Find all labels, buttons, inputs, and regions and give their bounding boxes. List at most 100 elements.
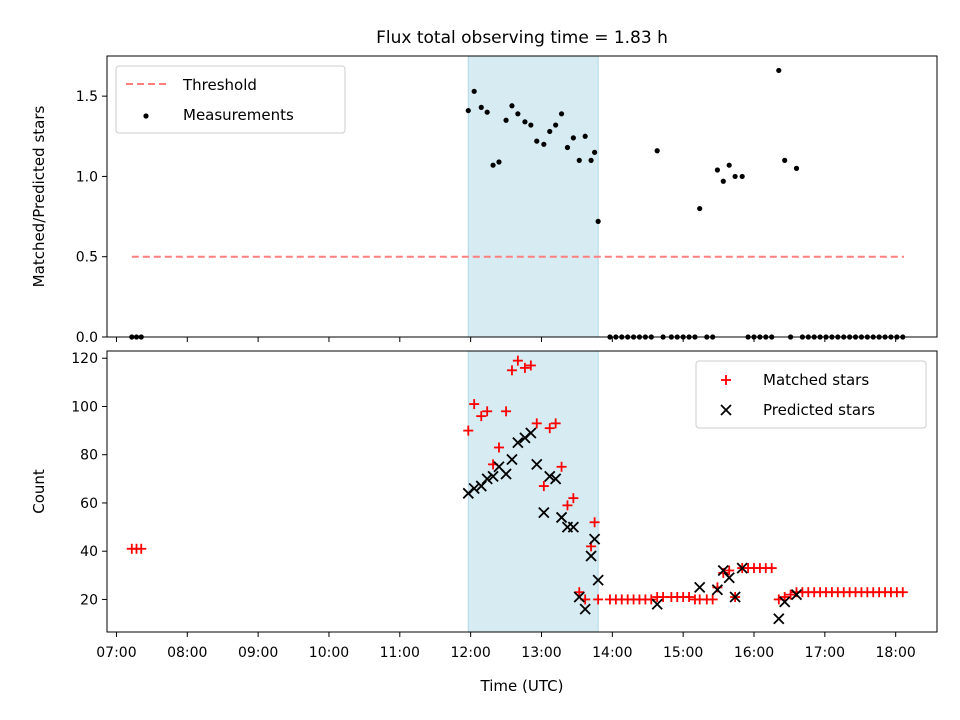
data-point bbox=[493, 442, 504, 453]
data-point-b bbox=[717, 564, 729, 577]
data-point bbox=[475, 480, 487, 492]
data-point bbox=[793, 165, 800, 171]
data-point bbox=[651, 598, 663, 610]
data-point bbox=[732, 173, 738, 180]
data-point bbox=[538, 481, 549, 492]
y-tick-label: 0.5 bbox=[76, 250, 98, 266]
legend-measurements-label: Measurements bbox=[183, 106, 294, 124]
data-point-b bbox=[711, 584, 724, 596]
top-panel: 0.0 0.5 1.0 1.5 Matched/Predicted stars Thres… bbox=[30, 55, 938, 346]
x-tick-label: 14:00 bbox=[592, 645, 632, 661]
data-point-b bbox=[525, 427, 537, 439]
data-point bbox=[550, 473, 562, 485]
axes-frame bbox=[106, 350, 938, 633]
data-point bbox=[500, 468, 512, 480]
legend-box bbox=[115, 65, 346, 134]
legend-measurements-swatch bbox=[143, 113, 149, 119]
data-point bbox=[503, 117, 509, 123]
data-point bbox=[501, 406, 512, 417]
x-tick-label: 10:00 bbox=[309, 645, 349, 661]
x-tick-label: 11:00 bbox=[380, 645, 420, 661]
data-point bbox=[779, 596, 791, 608]
data-point bbox=[782, 157, 788, 163]
data-point bbox=[592, 574, 604, 586]
data-point bbox=[573, 591, 585, 603]
x-tick-label: 17:00 bbox=[805, 645, 845, 661]
y-tick-label: 100 bbox=[71, 399, 98, 415]
data-point bbox=[588, 533, 601, 545]
data-point bbox=[512, 437, 524, 449]
legend-matched-swatch bbox=[721, 375, 731, 385]
data-point bbox=[562, 500, 573, 511]
data-point bbox=[585, 550, 597, 562]
data-point bbox=[779, 592, 790, 603]
data-point-b bbox=[475, 480, 487, 492]
data-point bbox=[512, 355, 523, 366]
data-point-b bbox=[481, 473, 493, 485]
data-point-b bbox=[500, 468, 512, 480]
data-point-b bbox=[506, 453, 518, 466]
data-point bbox=[595, 218, 601, 224]
legend: Threshold Measurements bbox=[115, 65, 346, 134]
data-point bbox=[570, 135, 576, 141]
data-point-b bbox=[573, 591, 585, 603]
x-tick-label: 09:00 bbox=[238, 645, 278, 661]
x-tick-label: 08:00 bbox=[167, 645, 207, 661]
data-point bbox=[550, 418, 561, 429]
data-point-b bbox=[555, 511, 568, 524]
data-point bbox=[724, 565, 735, 576]
data-point bbox=[484, 109, 490, 115]
x-tick-label: 16:00 bbox=[734, 645, 774, 661]
data-point bbox=[490, 162, 496, 168]
data-point bbox=[556, 461, 567, 472]
data-point bbox=[555, 511, 568, 524]
data-point bbox=[528, 122, 534, 128]
bottom-panel: 20 40 60 80 100 120 07:00 08:00 09:00 10:00 11:00 1… bbox=[30, 350, 938, 695]
data-point bbox=[574, 587, 585, 598]
data-point bbox=[773, 613, 785, 625]
data-point-b bbox=[567, 521, 579, 533]
data-point bbox=[465, 107, 471, 114]
data-point bbox=[588, 157, 594, 163]
axes-frame bbox=[106, 55, 938, 338]
y-tick-label: 40 bbox=[80, 544, 98, 560]
data-point bbox=[509, 103, 515, 109]
data-point bbox=[553, 122, 559, 128]
data-point bbox=[729, 591, 741, 603]
data-point-b bbox=[723, 572, 735, 584]
data-point bbox=[684, 592, 695, 603]
data-point bbox=[579, 603, 591, 615]
x-tick-label: 07:00 bbox=[96, 645, 136, 661]
shaded-span bbox=[467, 55, 599, 338]
data-point-b bbox=[790, 588, 803, 601]
legend-predicted-label: Predicted stars bbox=[763, 401, 875, 419]
data-point-b bbox=[592, 574, 604, 586]
y-tick-label: 60 bbox=[80, 496, 98, 512]
y-axis-label: Matched/Predicted stars bbox=[30, 106, 48, 288]
data-point bbox=[785, 589, 796, 600]
data-point bbox=[776, 67, 782, 74]
data-point-b bbox=[736, 562, 748, 574]
data-point bbox=[534, 138, 540, 144]
data-point bbox=[593, 594, 604, 605]
data-point-b bbox=[694, 581, 706, 594]
data-point bbox=[544, 470, 556, 483]
data-point bbox=[717, 564, 729, 577]
data-point-b bbox=[550, 473, 562, 485]
data-point-b bbox=[773, 613, 785, 625]
data-point bbox=[481, 473, 493, 485]
data-point-b bbox=[779, 596, 791, 608]
shaded-span bbox=[467, 350, 599, 633]
data-point bbox=[592, 149, 598, 155]
x-tick-label: 12:00 bbox=[450, 645, 490, 661]
legend-threshold-label: Threshold bbox=[182, 76, 257, 94]
data-point bbox=[654, 148, 660, 154]
data-point bbox=[694, 581, 706, 594]
data-point bbox=[739, 173, 745, 180]
data-point-b bbox=[544, 470, 556, 483]
data-point bbox=[711, 584, 724, 596]
data-point bbox=[547, 128, 553, 135]
data-point bbox=[531, 418, 542, 429]
data-point bbox=[478, 104, 484, 110]
legend: Matched stars Predicted stars bbox=[695, 360, 927, 429]
